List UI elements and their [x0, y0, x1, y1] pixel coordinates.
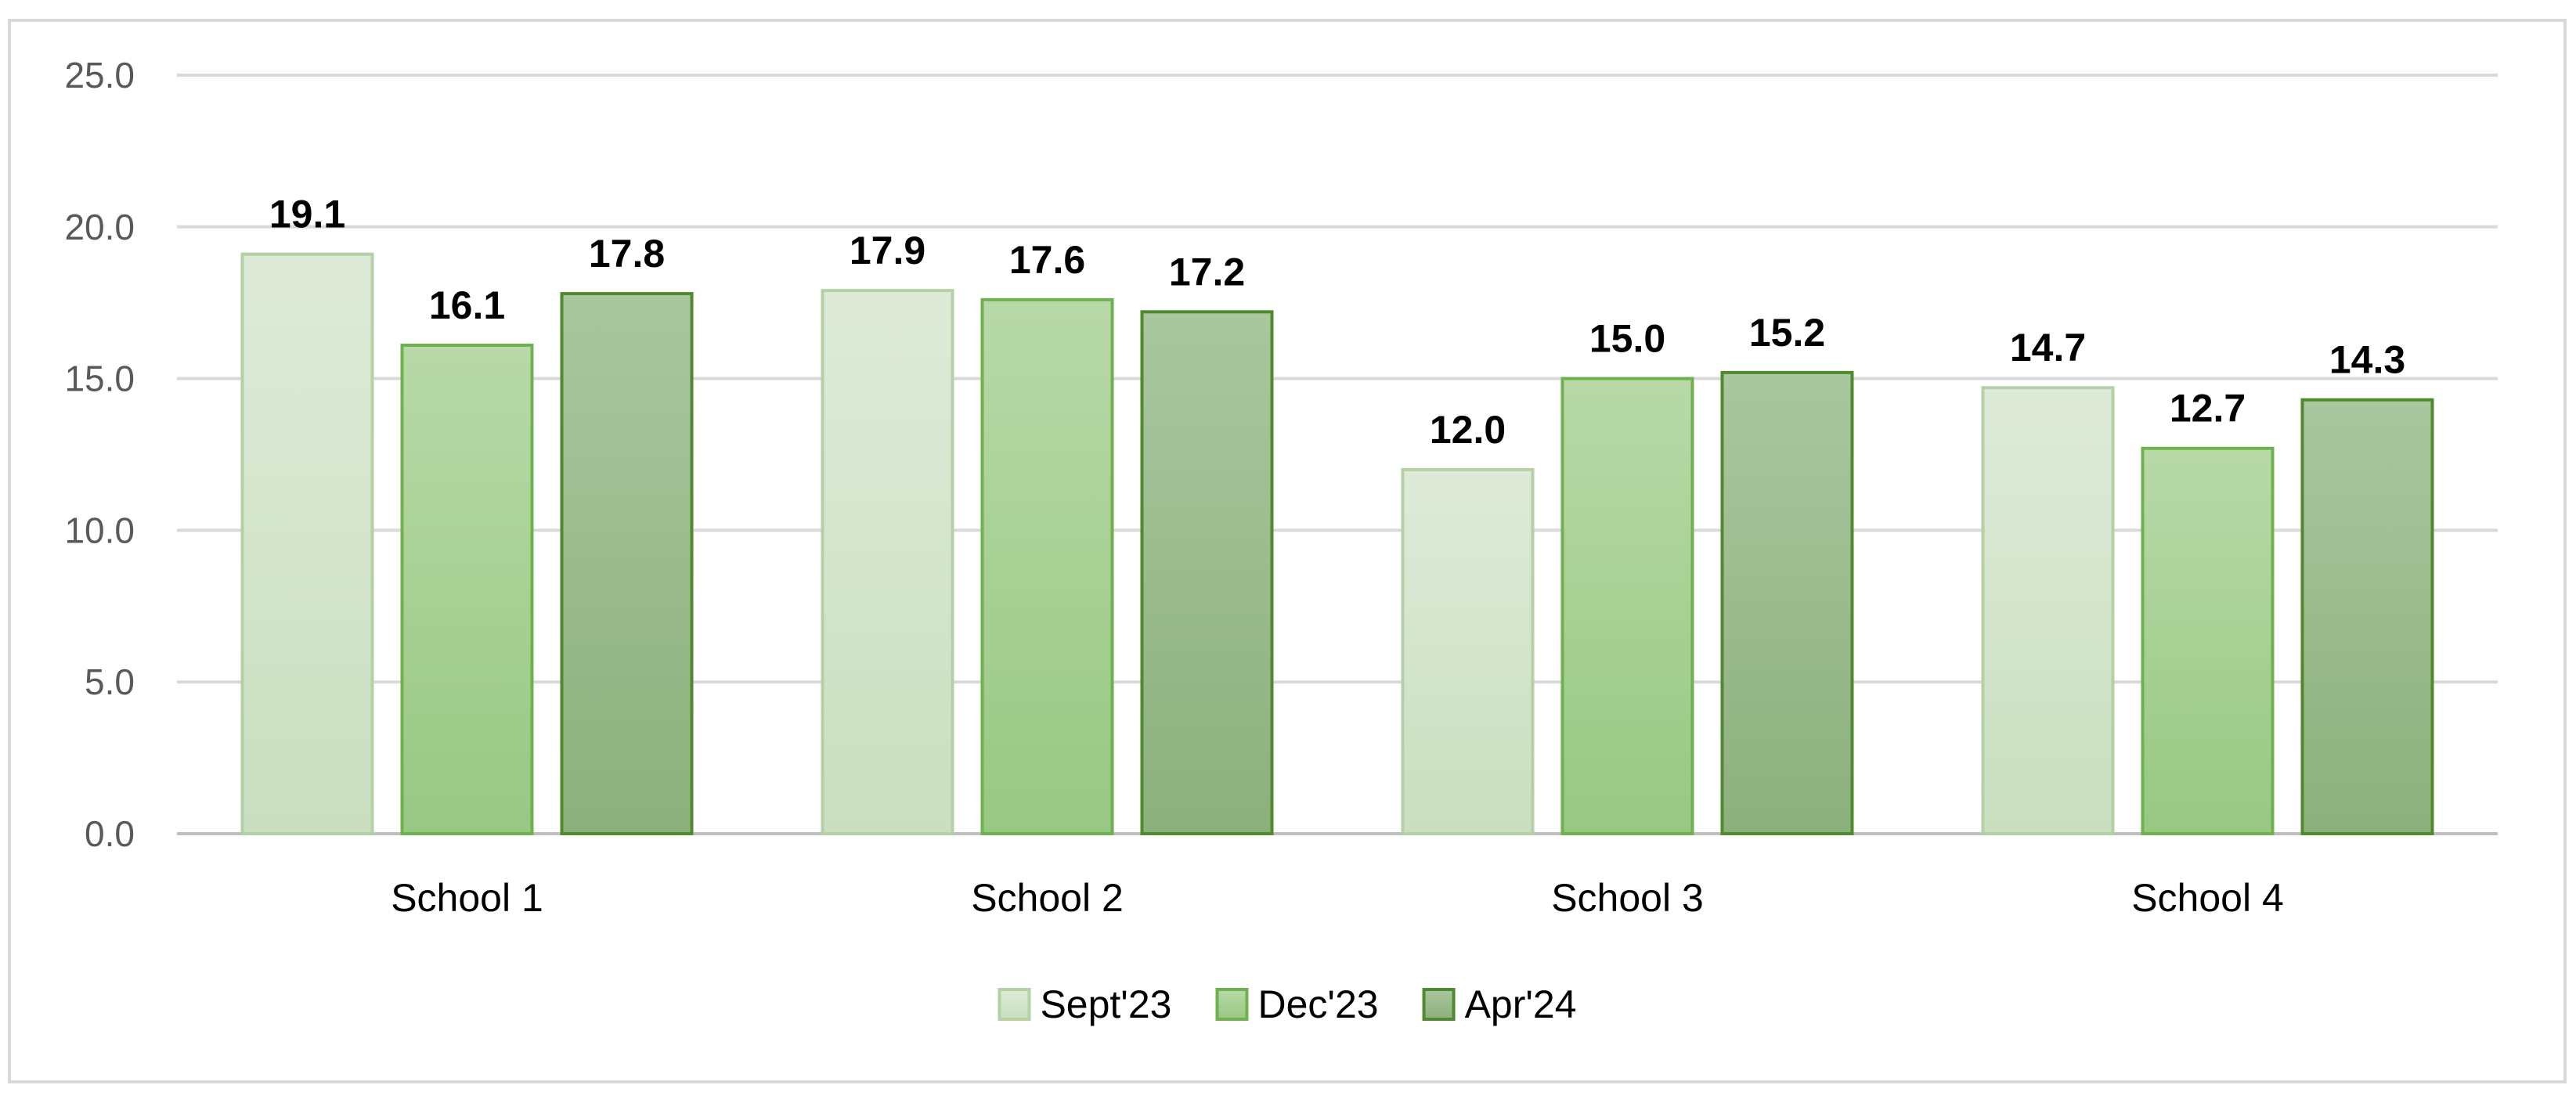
data-label: 14.3 — [2329, 338, 2405, 382]
bars — [240, 252, 2434, 836]
category-label: School 1 — [391, 876, 543, 920]
legend-label: Sept'23 — [1040, 982, 1171, 1026]
category-label: School 3 — [1551, 876, 1704, 920]
bar — [400, 343, 534, 835]
data-label: 17.2 — [1169, 250, 1245, 294]
category-label: School 2 — [971, 876, 1124, 920]
y-axis-ticks: 0.0 5.0 10.0 15.0 20.0 25.0 — [64, 55, 135, 854]
category-label: School 4 — [2131, 876, 2284, 920]
bar — [1720, 370, 1854, 835]
data-label: 15.2 — [1749, 311, 1825, 355]
data-label: 17.8 — [589, 232, 665, 276]
data-labels: 19.1 16.1 17.8 17.9 17.6 17.2 12.0 15.0 15.2 14.7… — [269, 193, 2405, 452]
data-label: 14.7 — [2010, 326, 2086, 369]
data-label: 19.1 — [269, 193, 345, 236]
data-label: 12.0 — [1430, 408, 1506, 452]
bar — [1140, 310, 1274, 835]
bar — [1401, 467, 1535, 835]
legend-swatch — [1422, 988, 1456, 1021]
legend: Sept'23 Dec'23 Apr'24 — [998, 982, 1577, 1026]
y-tick-label: 0.0 — [85, 813, 135, 854]
bar — [1981, 386, 2115, 835]
y-tick-label: 5.0 — [85, 661, 135, 702]
data-label: 17.9 — [850, 229, 925, 272]
y-tick-label: 15.0 — [64, 359, 135, 399]
legend-swatch — [1215, 988, 1249, 1021]
data-label: 12.7 — [2170, 387, 2246, 431]
y-tick-label: 10.0 — [64, 510, 135, 550]
legend-label: Apr'24 — [1465, 982, 1577, 1026]
bar — [1560, 377, 1694, 836]
legend-swatch — [998, 988, 1031, 1021]
bar — [560, 292, 694, 835]
y-tick-label: 25.0 — [64, 55, 135, 96]
bar — [821, 289, 954, 836]
bar — [2141, 446, 2275, 835]
x-axis-categories: School 1 School 2 School 3 School 4 — [391, 876, 2284, 920]
y-tick-label: 20.0 — [64, 207, 135, 247]
data-label: 15.0 — [1589, 317, 1665, 361]
legend-label: Dec'23 — [1257, 982, 1378, 1026]
data-label: 17.6 — [1009, 238, 1085, 282]
bar — [2300, 398, 2434, 835]
bar — [980, 297, 1114, 836]
bar — [240, 252, 374, 835]
data-label: 16.1 — [429, 283, 505, 327]
